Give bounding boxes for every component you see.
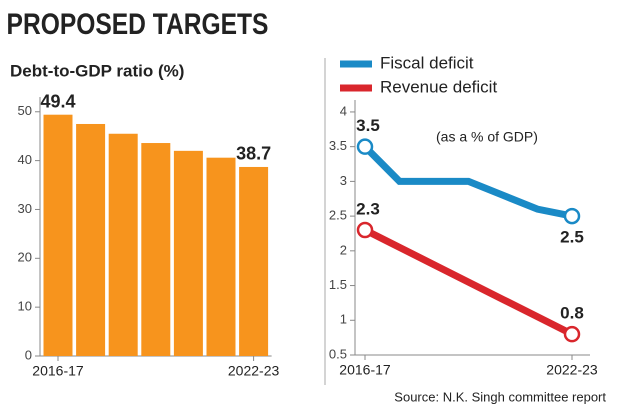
bar [239,166,269,356]
endpoint [356,221,374,239]
page-title: PROPOSED TARGETS [7,7,269,41]
y-tick-label: 4 [340,103,347,118]
y-tick-label: 40 [18,152,32,167]
y-tick-label: 1.5 [329,277,347,292]
y-tick-label: 3.5 [329,138,347,153]
legend-label: Revenue deficit [380,77,497,96]
y-tick-label: 0 [25,347,32,362]
annotation: (as a % of GDP) [436,129,538,145]
bar [173,150,203,356]
x-tick-label: 2022-23 [546,362,598,378]
y-tick-label: 30 [18,201,32,216]
endpoint [563,207,581,225]
y-tick-label: 1 [340,312,347,327]
y-tick-label: 50 [18,103,32,118]
y-tick-label: 20 [18,250,32,265]
bar [141,143,171,356]
bar [43,114,73,356]
x-tick-label: 2022-23 [228,363,280,379]
y-tick-label: 10 [18,299,32,314]
source: Source: N.K. Singh committee report [394,389,606,404]
bar [206,157,236,356]
legend-label: Fiscal deficit [380,53,474,72]
data-label: 2.5 [560,228,584,247]
x-tick-label: 2016-17 [339,362,391,378]
data-label: 3.5 [356,116,380,135]
data-label: 49.4 [40,91,75,111]
bar [108,133,138,356]
endpoint [563,325,581,343]
data-label: 0.8 [560,304,584,323]
series-line [362,144,573,220]
endpoint [356,138,374,155]
data-label: 38.7 [236,144,271,164]
y-tick-label: 2.5 [329,208,347,223]
y-tick-label: 3 [340,173,347,188]
data-label: 2.3 [356,199,380,218]
x-tick-label: 2016-17 [32,363,84,379]
y-tick-label: 0.5 [329,346,347,361]
bar-title: Debt-to-GDP ratio (%) [10,61,184,80]
y-tick-label: 2 [340,242,347,257]
series-line [363,226,574,338]
bar [76,123,106,356]
